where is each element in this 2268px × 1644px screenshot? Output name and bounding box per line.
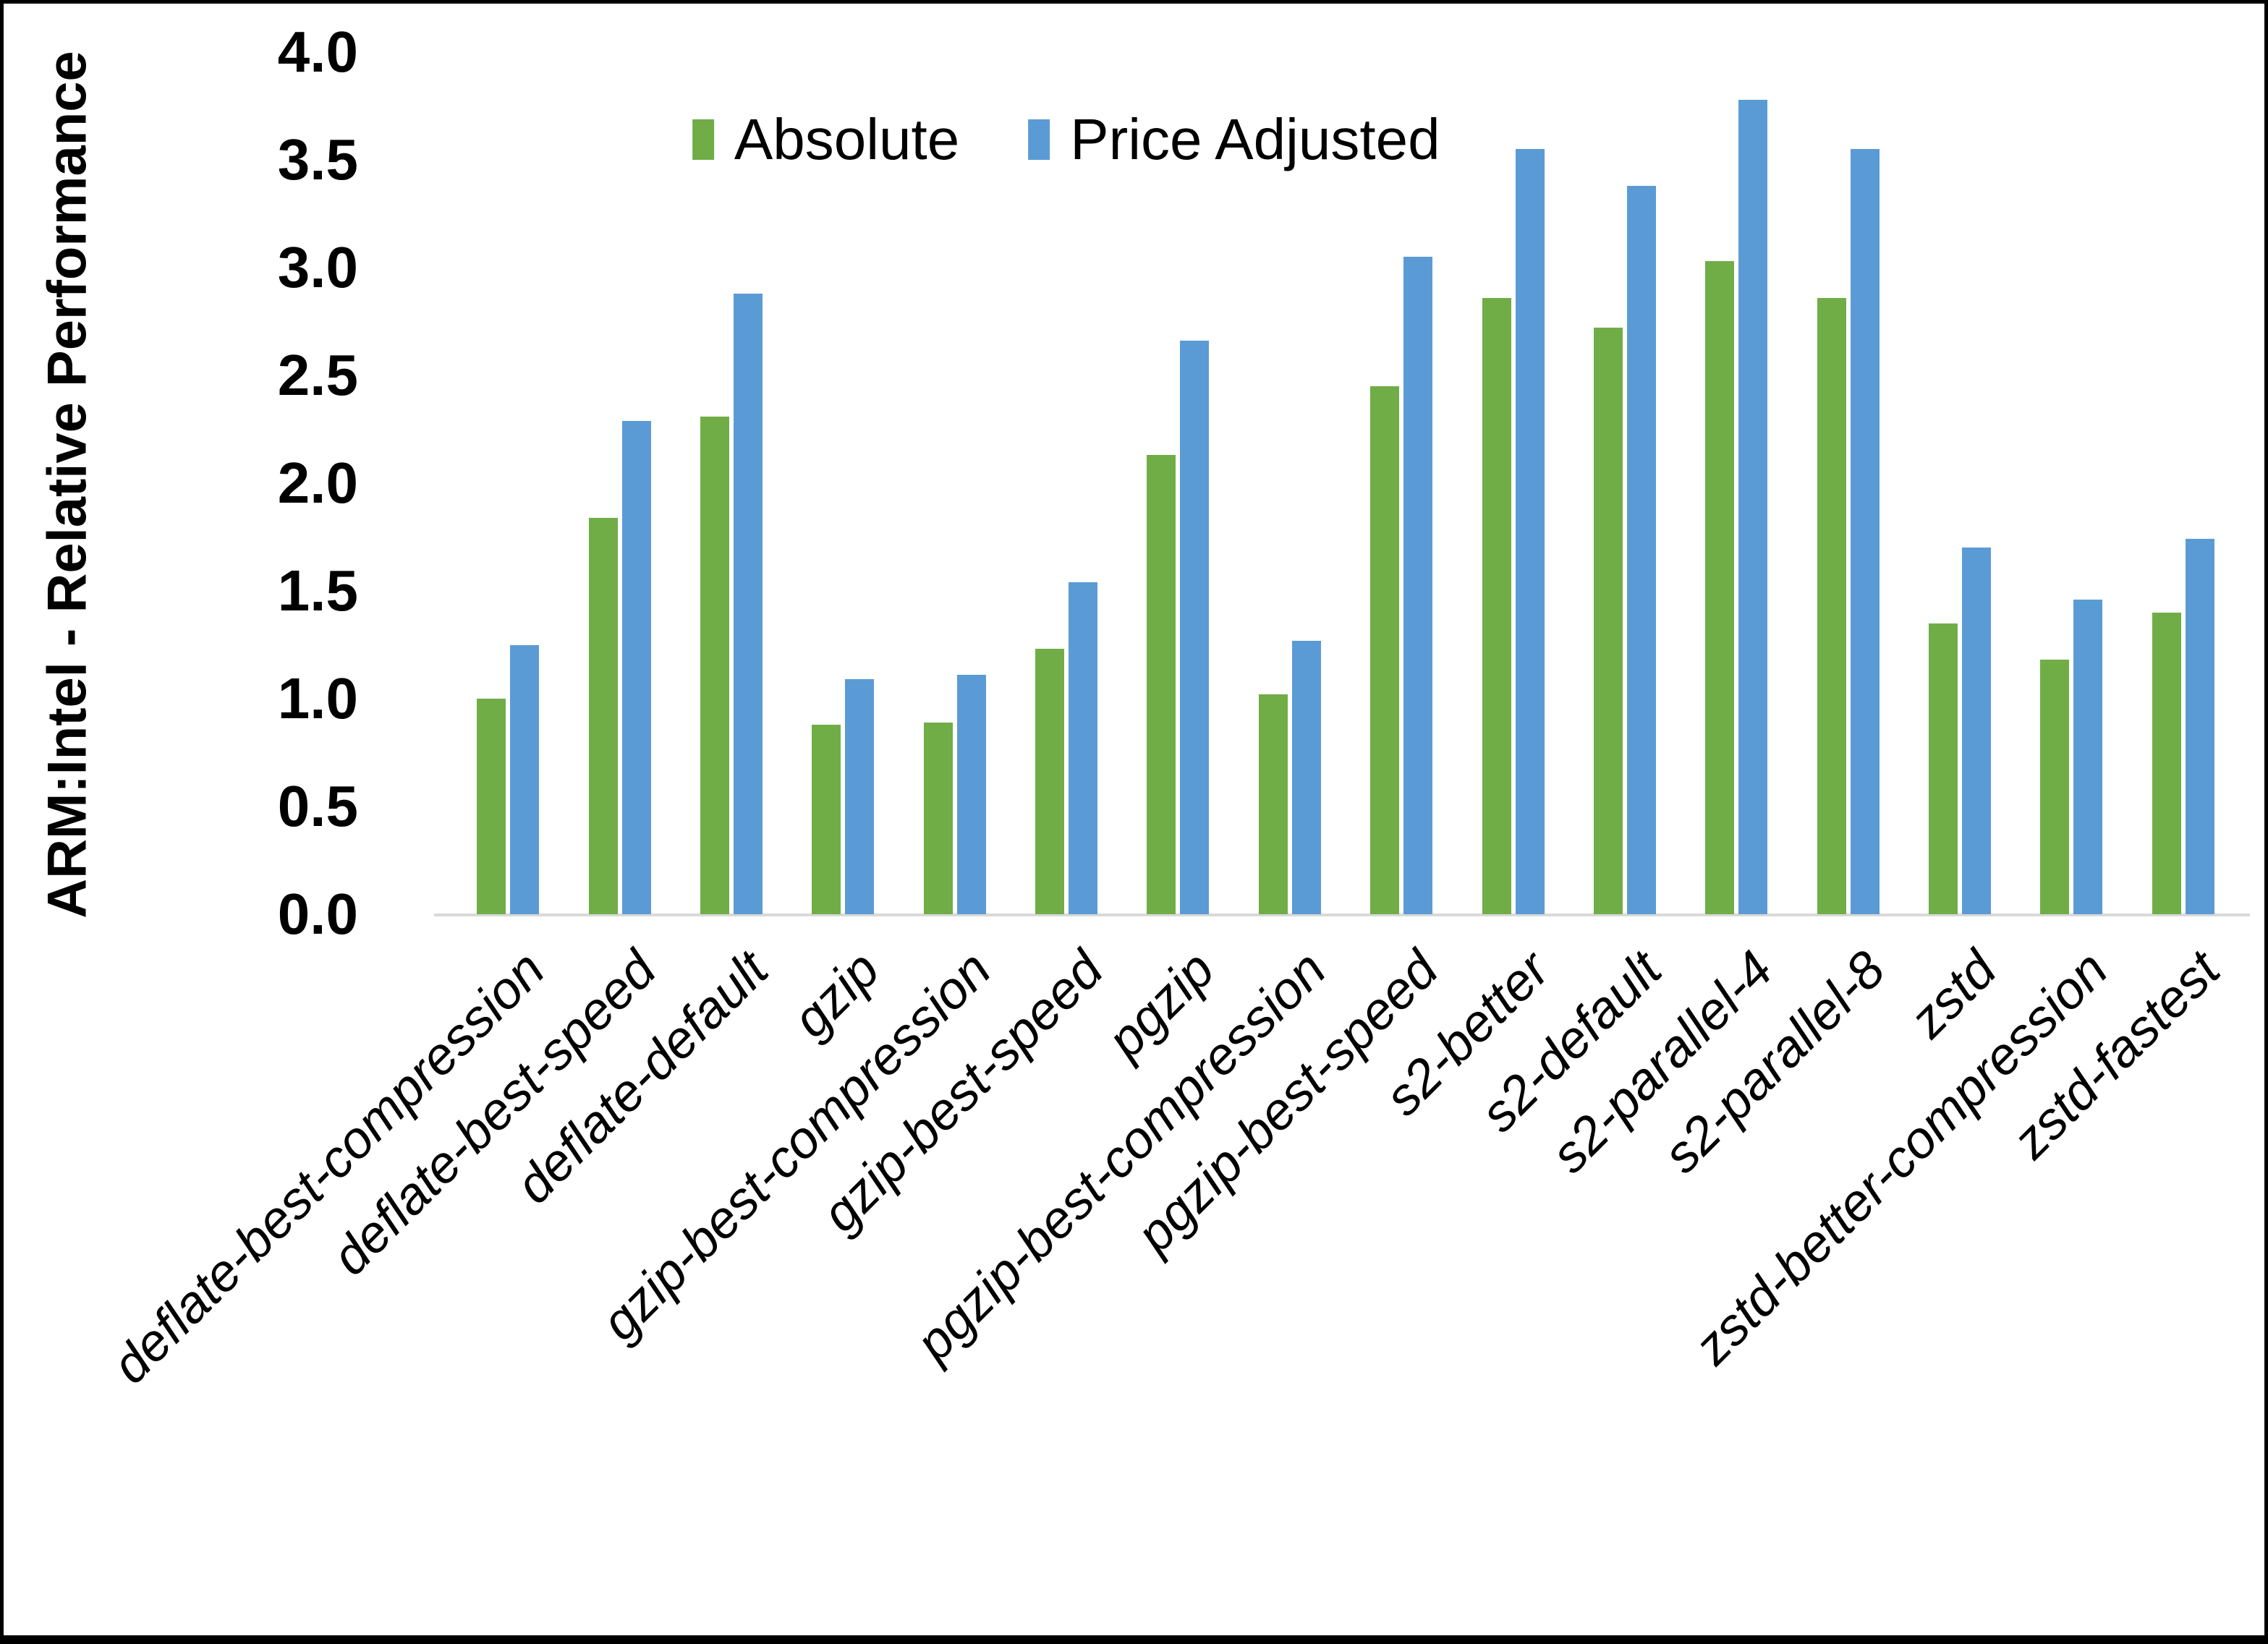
y-tick-label: 2.0: [277, 451, 358, 515]
bar-group: [1593, 52, 1656, 914]
bar-group: [2152, 52, 2214, 914]
bar-price-adjusted: [733, 293, 763, 914]
bar-price-adjusted: [845, 679, 875, 914]
bar-group: [1258, 52, 1321, 914]
bar-price-adjusted: [510, 644, 540, 914]
bar-absolute: [1817, 297, 1846, 914]
bar-absolute: [1705, 261, 1735, 914]
bar-group: [1370, 52, 1433, 914]
bar-group: [700, 52, 763, 914]
bar-price-adjusted: [1180, 341, 1210, 914]
bar-absolute: [477, 699, 506, 914]
legend-label: Absolute: [734, 107, 960, 171]
legend-swatch-absolute: [692, 119, 714, 160]
bar-absolute: [1482, 297, 1511, 914]
bar-price-adjusted: [1069, 582, 1098, 914]
bar-group: [1482, 52, 1545, 914]
bar-absolute: [700, 416, 729, 914]
legend-label: Price Adjusted: [1070, 107, 1440, 171]
y-tick-label: 0.0: [277, 882, 358, 946]
y-tick-label: 3.5: [277, 127, 358, 192]
bar-price-adjusted: [1403, 257, 1433, 914]
bar-absolute: [1370, 386, 1400, 914]
bar-absolute: [1258, 694, 1288, 914]
bar-absolute: [812, 724, 841, 914]
x-category-label: deflate-best-compression: [101, 940, 556, 1395]
bar-absolute: [1147, 455, 1176, 914]
y-tick-label: 3.0: [277, 235, 358, 299]
bar-price-adjusted: [1515, 149, 1545, 914]
bar-group: [588, 52, 651, 914]
bar-absolute: [2040, 660, 2070, 914]
plot-area: [434, 52, 2250, 916]
bar-price-adjusted: [2185, 539, 2214, 914]
bar-group: [812, 52, 875, 914]
bar-group: [477, 52, 540, 914]
bar-group: [2040, 52, 2103, 914]
bar-price-adjusted: [956, 675, 986, 914]
bar-absolute: [923, 722, 953, 914]
bar-price-adjusted: [1850, 149, 1880, 914]
bar-group: [1817, 52, 1880, 914]
bar-group: [1147, 52, 1210, 914]
bar-price-adjusted: [1738, 99, 1768, 914]
bar-price-adjusted: [1626, 185, 1656, 914]
bar-group: [1035, 52, 1098, 914]
bar-price-adjusted: [621, 420, 651, 914]
bar-groups: [452, 52, 2239, 914]
bar-absolute: [588, 517, 618, 914]
legend-item: Price Adjusted: [1028, 111, 1440, 169]
legend: Absolute Price Adjusted: [692, 111, 1440, 169]
legend-item: Absolute: [692, 111, 959, 169]
bar-absolute: [1593, 328, 1623, 914]
bar-price-adjusted: [1962, 548, 1992, 914]
bar-group: [923, 52, 986, 914]
legend-swatch-price-adjusted: [1028, 119, 1050, 160]
y-tick-label: 4.0: [277, 20, 358, 84]
y-tick-label: 2.5: [277, 343, 358, 407]
y-tick-label: 0.5: [277, 774, 358, 838]
y-tick-label: 1.5: [277, 558, 358, 623]
bar-price-adjusted: [1291, 640, 1321, 914]
x-axis-line: [434, 913, 2250, 916]
bar-group: [1929, 52, 1992, 914]
bar-group: [1705, 52, 1768, 914]
bar-price-adjusted: [2073, 599, 2103, 914]
y-axis-title: ARM:Intel - Relative Performance: [36, 51, 98, 919]
bar-absolute: [1035, 649, 1065, 914]
bar-absolute: [2152, 612, 2181, 914]
y-tick-label: 1.0: [277, 666, 358, 731]
bar-absolute: [1929, 623, 1958, 914]
